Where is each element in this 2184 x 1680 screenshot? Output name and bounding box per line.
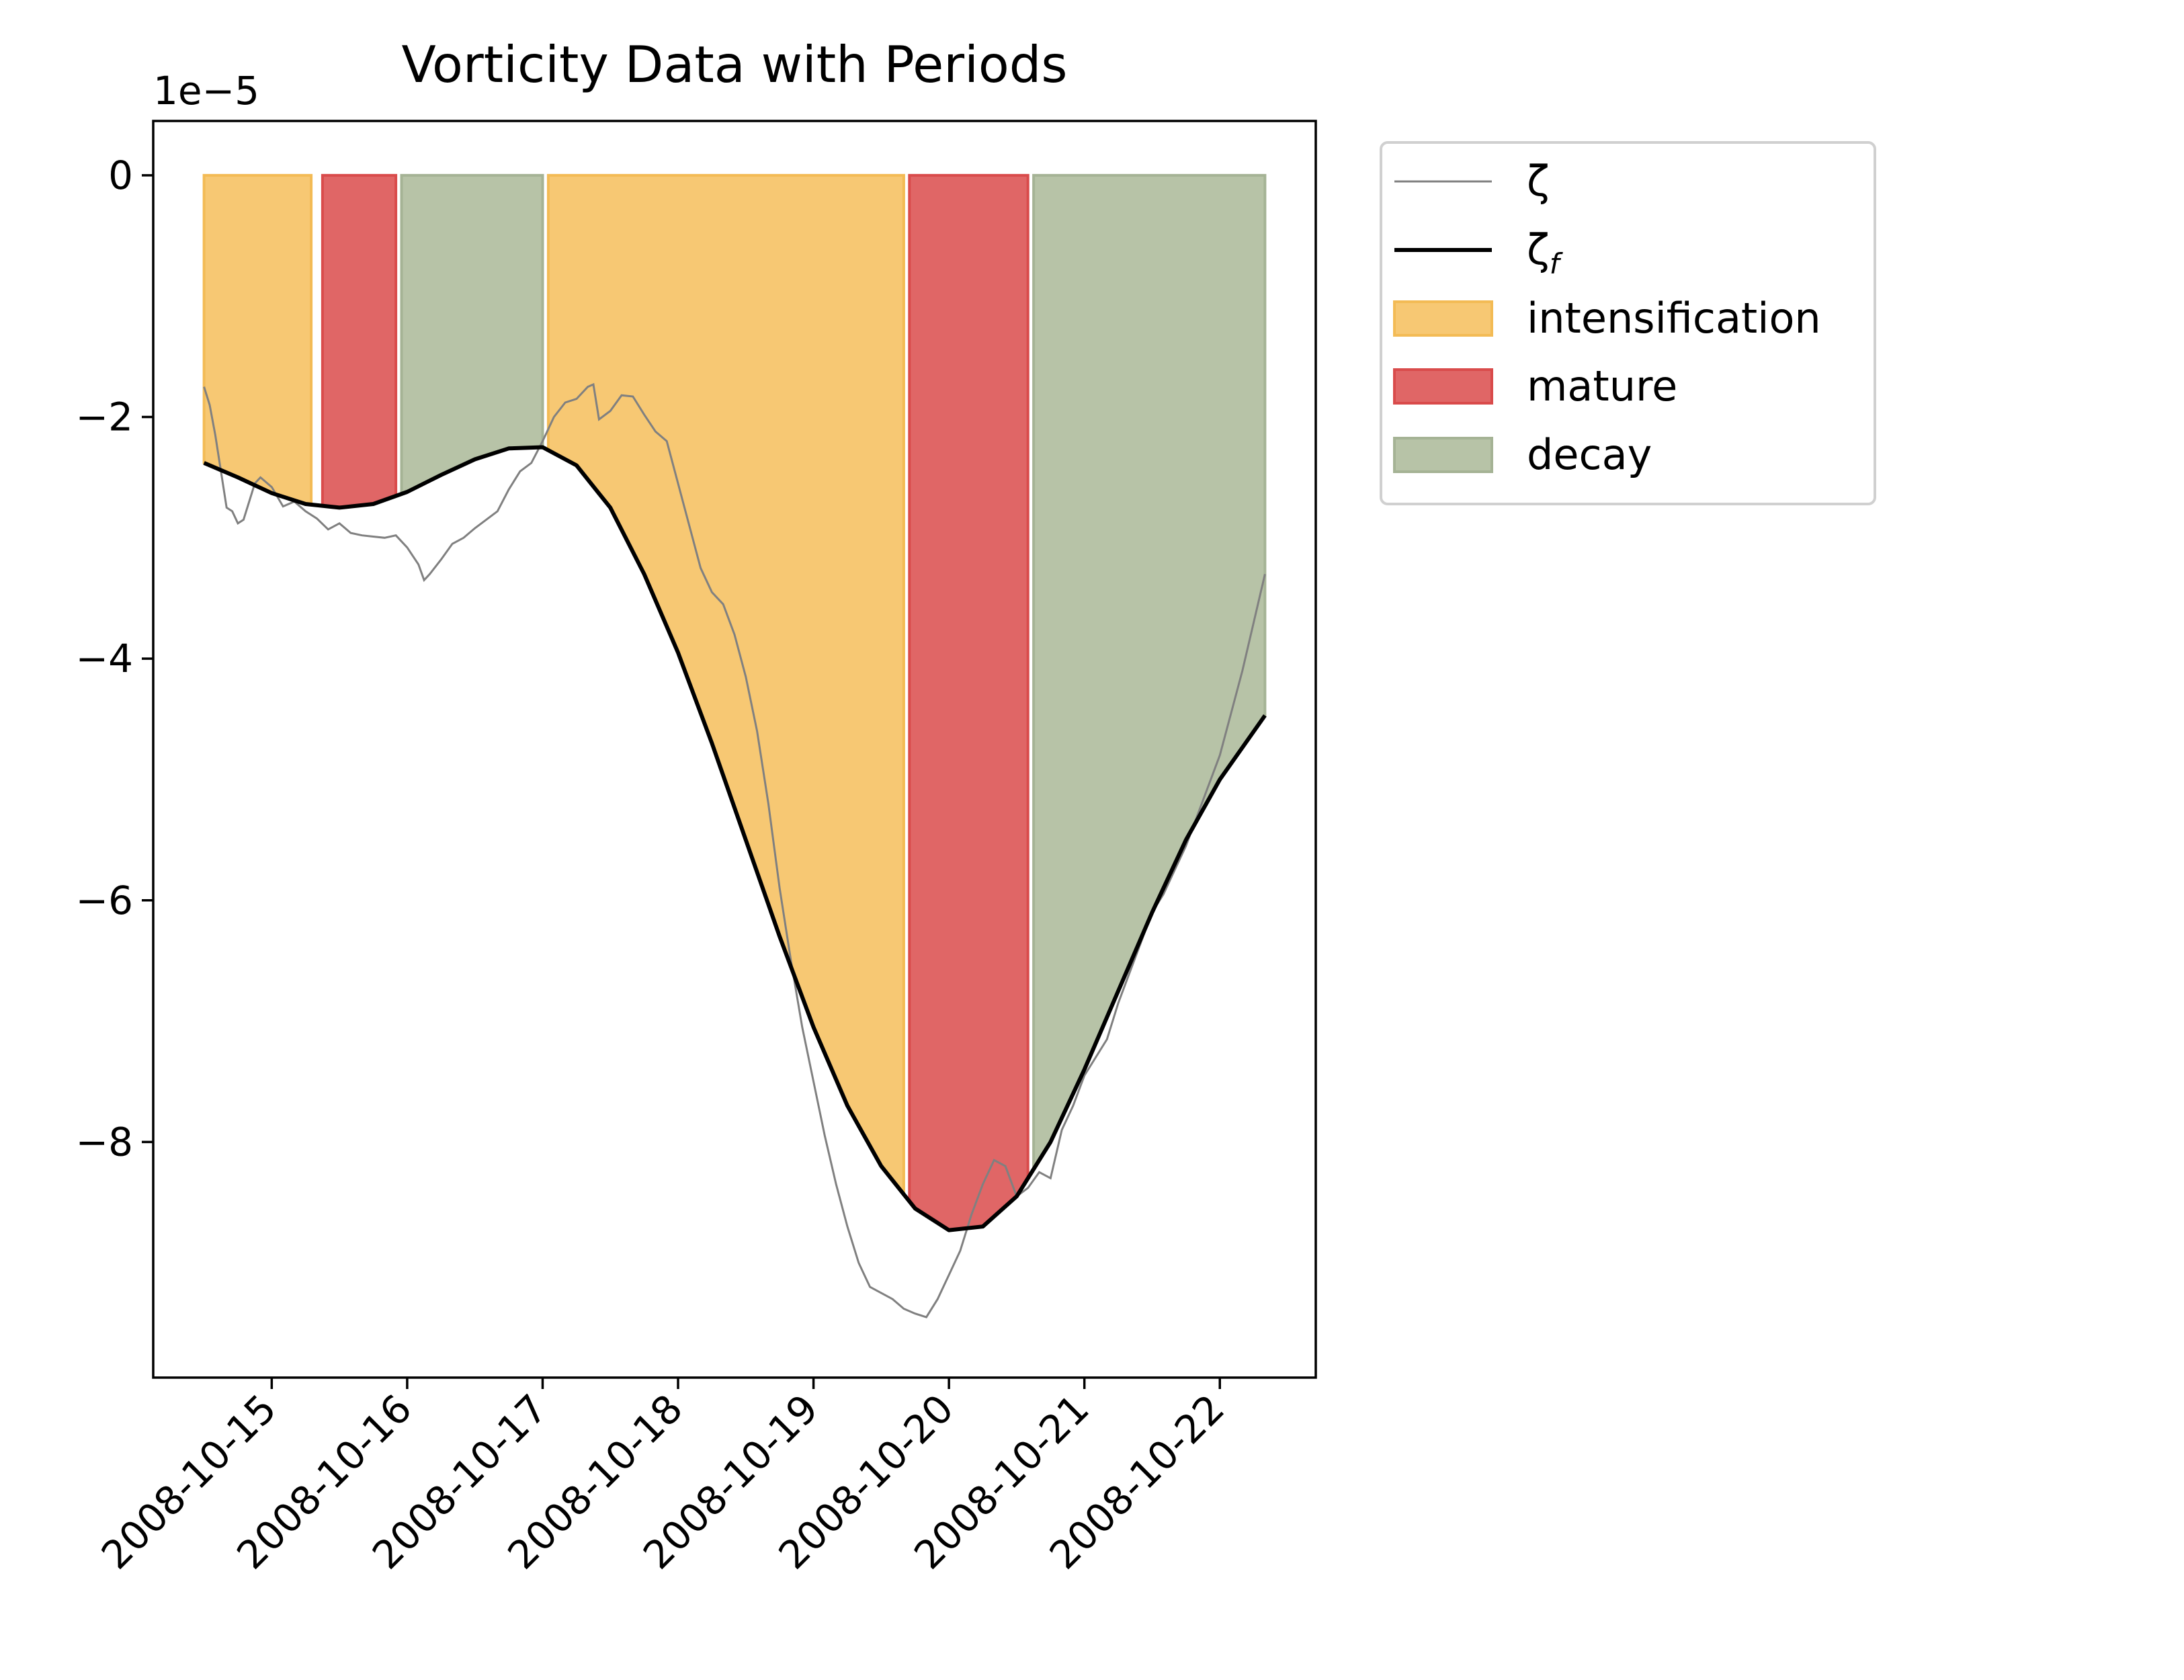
legend-label-text: ζ <box>1527 225 1550 274</box>
y-axis-offset-label: 1e−5 <box>153 68 259 114</box>
legend-label-text: ζ <box>1527 157 1550 206</box>
legend-box <box>1380 141 1876 505</box>
legend-label-text: decay <box>1527 430 1652 479</box>
legend-label: decay <box>1527 430 1652 479</box>
legend-label-text: intensification <box>1527 294 1821 343</box>
y-tick-label: 0 <box>108 153 133 198</box>
y-tick-label: −2 <box>76 394 134 440</box>
y-tick-label: −4 <box>76 636 134 681</box>
legend-swatch-intensification <box>1393 300 1493 337</box>
series-line-zeta <box>203 382 1266 1318</box>
legend-label-text: mature <box>1527 362 1677 411</box>
y-tick-label: −8 <box>76 1119 134 1165</box>
legend-label: mature <box>1527 362 1677 411</box>
legend-label: ζ <box>1527 157 1550 206</box>
legend-swatch-mature <box>1393 368 1493 405</box>
y-axis: 0 −2 −4 −6 −8 <box>76 153 153 1165</box>
period-band-mature-1 <box>321 173 398 509</box>
series-lines <box>203 382 1267 1318</box>
plot-frame <box>152 120 1317 1379</box>
period-band-mature-4 <box>908 173 1030 1232</box>
period-band-intensification-0 <box>202 173 313 507</box>
chart-title: Vorticity Data with Periods <box>402 35 1068 94</box>
legend-label: intensification <box>1527 294 1821 343</box>
y-tick-label: −6 <box>76 878 134 923</box>
series-line-zeta-f <box>203 445 1267 1232</box>
legend-swatch-decay <box>1393 437 1493 473</box>
